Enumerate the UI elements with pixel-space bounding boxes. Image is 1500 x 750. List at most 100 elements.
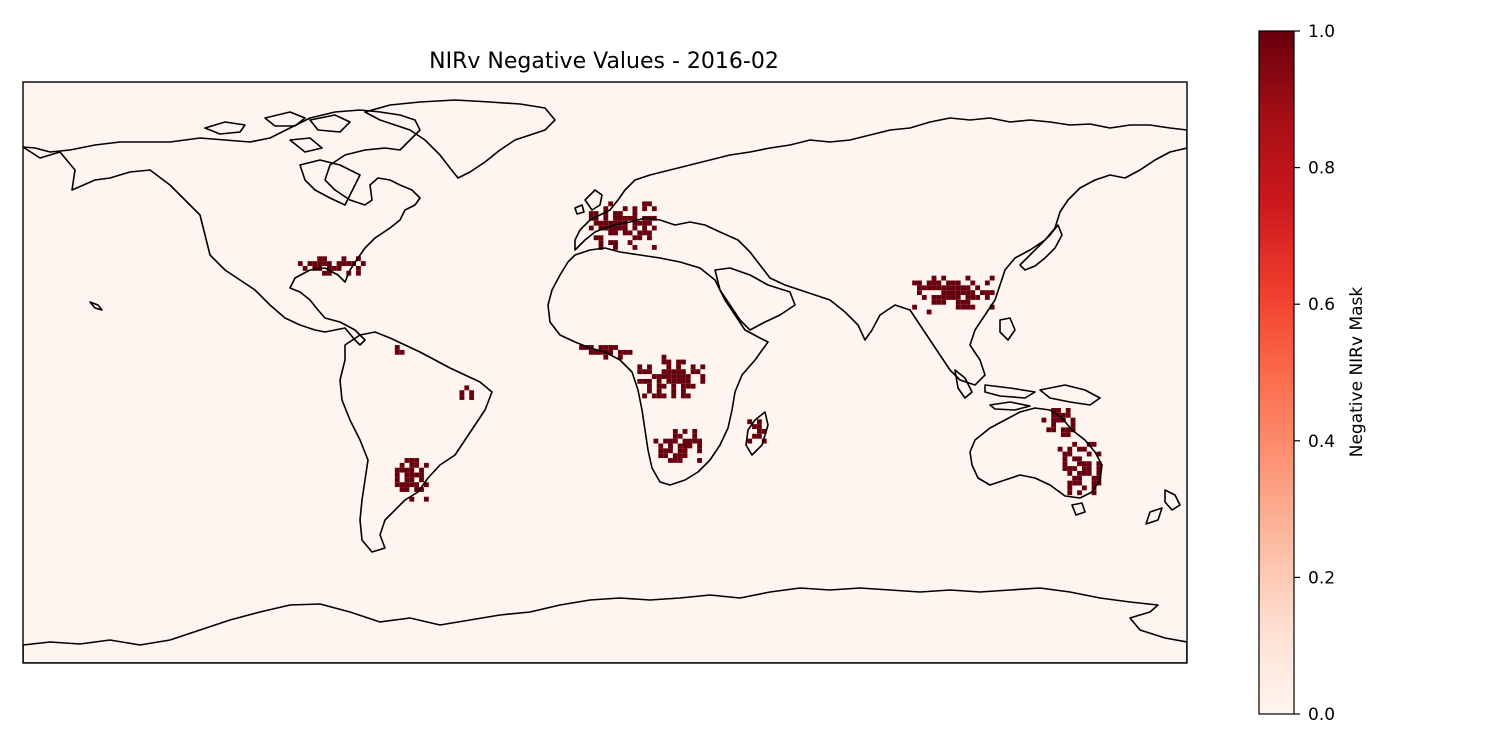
- mask-cell: [419, 487, 424, 492]
- mask-cell: [394, 482, 400, 488]
- mask-cell: [404, 467, 410, 473]
- mask-cell: [970, 280, 976, 286]
- mask-cell: [682, 448, 688, 454]
- mask-cell: [671, 374, 677, 379]
- mask-cell: [1041, 417, 1047, 423]
- mask-cell: [579, 345, 584, 350]
- mask-cell: [1067, 446, 1073, 452]
- mask-cell: [1067, 490, 1073, 496]
- mask-cell: [414, 472, 420, 478]
- coastline-africa: [547, 247, 769, 486]
- mask-cell: [399, 462, 405, 468]
- mask-cell: [761, 428, 767, 434]
- mask-cell: [955, 304, 961, 310]
- mask-cell: [1096, 461, 1102, 467]
- mask-cell: [663, 453, 669, 459]
- map-background: [23, 82, 1187, 663]
- mask-cell: [965, 290, 971, 296]
- mask-cell: [965, 304, 971, 310]
- mask-cell: [680, 388, 686, 394]
- mask-cell: [409, 467, 415, 473]
- mask-cell: [1056, 408, 1061, 413]
- mask-cell: [317, 261, 323, 266]
- mask-cell: [1091, 475, 1097, 481]
- mask-cell: [360, 261, 366, 266]
- mask-cell: [1070, 422, 1076, 428]
- mask-cell: [399, 349, 405, 355]
- mask-cell: [1077, 446, 1082, 452]
- mask-cell: [603, 345, 609, 350]
- mask-cell: [661, 383, 667, 389]
- mask-cell: [668, 458, 673, 463]
- mask-cell: [685, 393, 691, 399]
- mask-cell: [970, 304, 976, 310]
- mask-cell: [642, 230, 648, 236]
- mask-cell: [598, 240, 604, 246]
- mask-cell: [960, 285, 966, 291]
- mask-cell: [668, 443, 673, 449]
- mask-cell: [1060, 432, 1066, 438]
- mask-cell: [752, 433, 757, 439]
- mask-cell: [409, 462, 415, 468]
- mask-cell: [409, 496, 415, 502]
- mask-cell: [613, 220, 618, 226]
- mask-cell: [651, 245, 657, 250]
- mask-cell: [459, 395, 465, 400]
- mask-cell: [700, 378, 706, 384]
- mask-cell: [1060, 412, 1066, 418]
- mask-region: [394, 345, 405, 355]
- mask-cell: [404, 487, 410, 492]
- mask-cell: [469, 390, 475, 396]
- mask-cell: [931, 299, 937, 305]
- mask-cell: [583, 345, 589, 350]
- mask-cell: [1065, 408, 1071, 413]
- mask-cell: [404, 472, 410, 478]
- mask-cell: [593, 349, 599, 355]
- mask-cell: [627, 240, 633, 246]
- mask-cell: [687, 438, 693, 444]
- mask-cell: [394, 472, 400, 478]
- mask-cell: [356, 270, 361, 276]
- mask-cell: [1046, 427, 1052, 433]
- mask-cell: [661, 393, 667, 399]
- mask-cell: [341, 261, 347, 266]
- mask-cell: [677, 433, 683, 439]
- mask-cell: [950, 285, 956, 291]
- mask-cell: [419, 472, 424, 478]
- mask-cell: [676, 378, 681, 384]
- mask-cell: [1072, 456, 1078, 462]
- mask-cell: [632, 235, 638, 241]
- mask-cell: [588, 345, 594, 350]
- mask-cell: [1072, 480, 1078, 486]
- mask-cell: [1077, 490, 1082, 496]
- mask-cell: [756, 424, 762, 429]
- mask-cell: [637, 378, 643, 384]
- mask-cell: [647, 388, 652, 394]
- mask-region: [912, 275, 995, 315]
- coastline-southeast-asia-islands: [954, 317, 1101, 411]
- mask-cell: [414, 458, 420, 463]
- mask-cell: [676, 369, 681, 375]
- mask-cell: [613, 225, 618, 231]
- mask-cell: [632, 220, 638, 226]
- coastline-hawaii: [89, 301, 103, 311]
- mask-cell: [632, 215, 638, 221]
- mask-cell: [642, 225, 648, 231]
- mask-cell: [1062, 451, 1068, 457]
- mask-cell: [955, 280, 961, 286]
- mask-cell: [1096, 475, 1102, 481]
- mask-cell: [399, 467, 405, 473]
- mask-cell: [617, 211, 623, 216]
- mask-cell: [756, 428, 762, 434]
- mask-cell: [680, 378, 686, 384]
- mask-cell: [632, 245, 638, 250]
- mask-cell: [946, 285, 951, 291]
- mask-cell: [941, 295, 947, 300]
- mask-cell: [1077, 470, 1082, 476]
- mask-cell: [1081, 446, 1087, 452]
- mask-cell: [960, 304, 966, 310]
- mask-cell: [608, 345, 614, 350]
- mask-cell: [593, 211, 599, 216]
- mask-cell: [1072, 441, 1078, 447]
- mask-cell: [1096, 466, 1102, 471]
